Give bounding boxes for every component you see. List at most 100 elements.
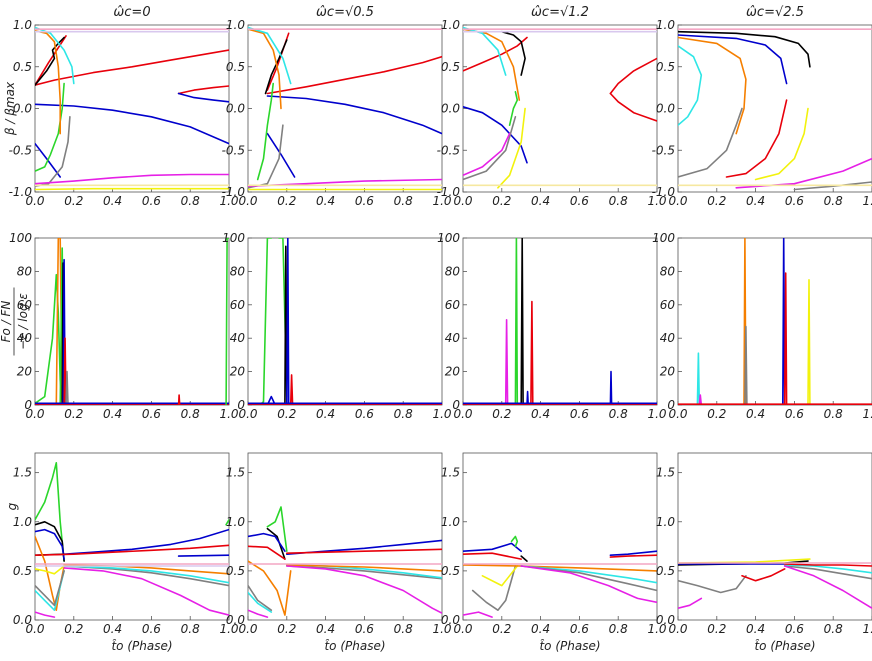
curve-group [463,26,657,189]
curve-group [678,558,872,610]
y-tick-label: -1.0 [9,185,33,199]
y-tick-label: 1.0 [441,515,460,529]
column-title: ω̂c=0 [113,5,150,20]
curve-group [248,238,442,405]
x-tick-label: 1.0 [219,622,238,636]
series-line-gray [793,181,872,191]
series-line-magenta [35,611,56,618]
series-line-red [289,374,294,405]
x-tick-label: 0.0 [25,407,44,421]
series-line-green [508,91,519,126]
x-tick-label: 0.6 [142,622,161,636]
panel-g-3: 0.0 0.2 0.4 0.6 0.8 1.0 0.0 0.5 1.0 1.5 t̂o (Phase… [656,452,872,653]
series-line-gray [744,325,748,405]
series-line-gray [678,574,747,594]
series-line-red [530,300,534,405]
y-tick-label: 40 [17,331,33,345]
x-tick-label: 0.4 [531,622,550,636]
series-line-black [520,238,524,405]
series-line-yellow [754,107,809,181]
x-tick-label: 0.4 [316,622,335,636]
x-tick-label: 0.2 [492,194,511,208]
panel-ratio-2: 0.0 0.2 0.4 0.6 0.8 1.0 0 20 40 60 80 100 [437,231,667,421]
series-line-black [264,39,288,95]
y-tick-label: 60 [445,298,461,312]
series-line-yellow [35,187,229,191]
series-line-blue [266,395,277,405]
x-tick-label: 0.2 [492,407,511,421]
series-line-gray [248,584,273,612]
series-line-cyan [463,26,507,76]
x-tick-label: 0.8 [394,407,413,421]
curve-group [678,28,872,191]
series-line-blue [526,390,530,405]
y-tick-label: 60 [660,298,676,312]
x-tick-label: 0.6 [785,407,804,421]
curve-group [35,461,229,618]
series-line-red [609,57,657,95]
series-line-blue [463,106,528,164]
series-line-red [35,544,229,557]
x-tick-label: 0.2 [64,407,83,421]
x-tick-label: 0.4 [746,622,765,636]
x-tick-label: 0.8 [609,622,628,636]
y-tick-label: 0.5 [441,564,460,578]
x-tick-label: 0.4 [531,194,550,208]
series-line-orange [35,29,62,135]
series-line-blue [463,542,523,553]
x-tick-label: 0.8 [181,407,200,421]
x-tick-label: 0.2 [492,622,511,636]
x-tick-label: 0.6 [355,622,374,636]
series-line-black [35,36,65,86]
series-line-black [678,30,811,68]
y-tick-label: 100 [9,231,32,245]
panel-beta-0: 0.0 0.2 0.4 0.6 0.8 1.0 -1.0 -0.5 0.0 0.5 1.0 [9,18,239,208]
series-line-cyan [248,26,292,85]
x-tick-label: 0.0 [453,194,472,208]
series-line-orange [248,560,292,616]
panel-ratio-3: 0.0 0.2 0.4 0.6 0.8 1.0 0 20 40 60 80 100 [652,231,872,421]
series-line-red [609,92,657,122]
column-title: ω̂c=√0.5 [316,5,374,20]
series-line-gray [65,370,69,405]
y-tick-label: 100 [437,231,460,245]
series-line-magenta [698,394,703,405]
series-line-orange [248,28,282,110]
series-line-black [500,30,526,76]
x-tick-label: 0.0 [668,194,687,208]
curve-group [35,238,229,405]
curve-group [248,26,442,191]
y-tick-label: 20 [17,365,33,379]
y-tick-label: 0.0 [226,613,245,627]
series-line-green [225,238,229,405]
panel-g-2: 0.0 0.2 0.4 0.6 0.8 1.0 0.0 0.5 1.0 1.5 t̂o (Phase… [441,452,667,653]
series-line-black [266,527,286,560]
y-tick-label: 0 [24,398,32,412]
curve-group [678,238,872,405]
y-tick-label: 20 [660,365,676,379]
series-line-red [609,554,657,558]
y-tick-label: 1.5 [441,466,460,480]
x-tick-label: 0.8 [609,194,628,208]
series-line-green [35,82,65,172]
x-tick-label: 0.0 [25,194,44,208]
y-tick-label: 0.5 [13,564,32,578]
x-tick-label: 0.6 [785,194,804,208]
series-line-red [177,394,181,405]
series-line-gray [35,570,65,607]
series-line-red [35,49,229,86]
plot-frame [677,452,872,621]
series-line-red [463,36,528,72]
x-tick-label: 0.2 [277,194,296,208]
x-tick-label: 0.2 [707,407,726,421]
x-tick-label: 0.8 [824,194,843,208]
x-tick-label: 0.4 [531,407,550,421]
x-tick-label: 0.0 [453,407,472,421]
series-line-yellow [807,278,811,405]
x-tick-label: 0.4 [316,194,335,208]
series-line-green [514,238,519,405]
series-line-blue [63,528,229,556]
series-line-blue [35,103,229,145]
x-tick-label: 0.8 [609,407,628,421]
plot-frame [462,24,658,193]
